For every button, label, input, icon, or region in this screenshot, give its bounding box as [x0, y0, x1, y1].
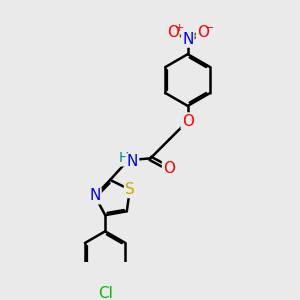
Text: S: S — [125, 182, 135, 197]
Text: O: O — [197, 25, 209, 40]
Text: +: + — [174, 22, 184, 33]
Text: H: H — [118, 152, 129, 165]
Text: N: N — [182, 32, 194, 46]
Text: −: − — [205, 22, 214, 33]
Text: N: N — [89, 188, 100, 203]
Text: N: N — [127, 154, 138, 169]
Text: Cl: Cl — [98, 286, 112, 300]
Text: O: O — [163, 161, 175, 176]
Text: O: O — [182, 113, 194, 128]
Text: O: O — [167, 25, 178, 40]
